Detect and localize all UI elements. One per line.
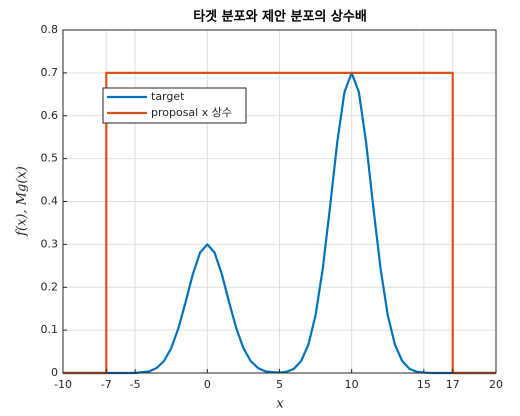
legend-box [102, 87, 247, 124]
x-tick-label: 20 [489, 378, 503, 391]
x-tick-label: 0 [204, 378, 211, 391]
y-axis-label: f(x), Mg(x) [15, 166, 30, 237]
x-tick-label: 17 [446, 378, 460, 391]
y-tick-label: 0 [51, 366, 58, 379]
chart-title: 타겟 분포와 제안 분포의 상수배 [193, 9, 367, 25]
ticks: -10 -7 -5 0 5 10 15 17 20 0 0.1 0.2 0.3 0.4 0.5 0.6 0.7 0… [41, 23, 504, 391]
y-tick-label: 0.7 [41, 66, 59, 79]
legend-label: proposal x 상수 [151, 106, 232, 119]
x-tick-label: 10 [345, 378, 359, 391]
y-tick-label: 0.3 [41, 237, 59, 250]
y-tick-label: 0.4 [41, 195, 59, 208]
y-tick-label: 0.1 [41, 323, 59, 336]
legend: target proposal x 상수 [102, 87, 247, 124]
x-axis-label: x [276, 397, 284, 412]
y-tick-label: 0.8 [41, 23, 59, 36]
x-tick-label: 15 [417, 378, 431, 391]
x-tick-label: -10 [54, 378, 72, 391]
y-tick-label: 0.2 [41, 280, 59, 293]
y-tick-label: 0.5 [41, 152, 59, 165]
x-tick-label: -7 [101, 378, 112, 391]
legend-label: target [151, 90, 185, 103]
x-tick-label: -5 [130, 378, 141, 391]
y-tick-label: 0.6 [41, 109, 59, 122]
x-tick-label: 5 [276, 378, 283, 391]
